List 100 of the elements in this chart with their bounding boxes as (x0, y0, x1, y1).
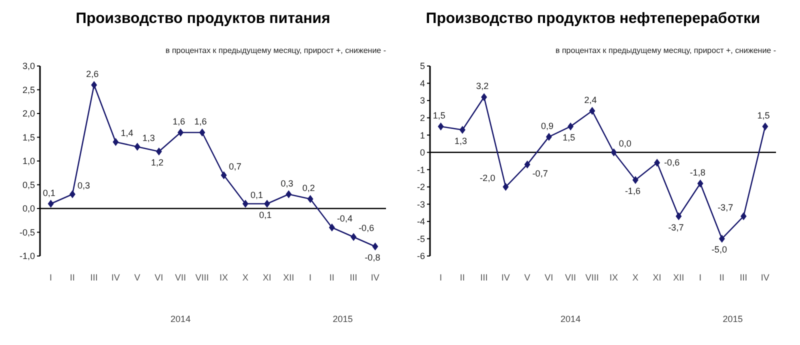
chart-subtitle: в процентах к предыдущему месяцу, прирост +, снижение - (556, 46, 776, 55)
point (546, 132, 552, 141)
point (69, 190, 76, 198)
data-label: 1,5 (432, 110, 446, 120)
point (502, 182, 509, 191)
y-tick-label: -4 (416, 216, 425, 227)
data-label: 1,5 (757, 110, 770, 120)
point (220, 171, 227, 180)
data-label: 0,1 (250, 190, 263, 200)
y-tick-label: 5 (420, 61, 425, 72)
x-tick-label: I (309, 272, 312, 282)
text: 2014 (170, 314, 192, 324)
point (91, 81, 98, 89)
x-tick-label: VII (175, 272, 186, 282)
x-tick-label: III (350, 272, 358, 282)
text: 2015 (332, 314, 354, 324)
x-tick-label: I (699, 272, 702, 282)
point (481, 93, 488, 102)
y-tick-label: -5 (416, 234, 425, 244)
point (676, 212, 682, 220)
data-label: 1,6 (194, 116, 207, 126)
x-tick-label: V (134, 272, 140, 282)
point (199, 128, 206, 136)
x-tick-label: III (90, 272, 98, 282)
y-tick-label: 2,5 (22, 84, 35, 95)
data-label: 1,4 (120, 128, 134, 138)
data-label: -2,0 (480, 172, 496, 183)
point (524, 160, 530, 168)
data-label: -1,8 (690, 167, 706, 178)
x-tick-label: IV (370, 272, 380, 282)
x-tick-label: XII (673, 272, 684, 282)
point (762, 122, 768, 130)
x-tick-label: II (719, 272, 724, 282)
point (589, 106, 596, 115)
data-label: -1,6 (624, 186, 640, 196)
x-tick-label: X (242, 272, 248, 282)
x-tick-label: X (632, 272, 638, 282)
y-tick-label: 0 (420, 148, 425, 158)
point (156, 148, 162, 156)
y-tick-label: 2 (420, 113, 425, 124)
data-label: -0,8 (364, 252, 380, 262)
data-label: -0,7 (532, 168, 548, 178)
point (610, 148, 617, 156)
y-tick-label: 1,5 (22, 132, 35, 142)
x-tick-label: IX (610, 272, 618, 282)
point (264, 200, 270, 208)
data-label: 0,3 (280, 178, 294, 188)
y-tick-label: 3 (420, 96, 425, 106)
y-tick-label: 0,0 (22, 204, 35, 214)
x-tick-label: IX (220, 272, 228, 282)
data-label: 0,1 (259, 210, 272, 220)
x-tick-label: III (740, 272, 748, 282)
data-label: 2,6 (86, 69, 99, 79)
data-label: 1,6 (172, 116, 186, 126)
y-tick-label: 4 (420, 78, 425, 88)
data-label: 0,1 (42, 188, 56, 198)
data-label: 1,3 (454, 136, 467, 146)
y-tick-label: 3,0 (22, 61, 35, 72)
x-tick-label: II (329, 272, 334, 282)
y-tick-label: -1 (416, 164, 425, 175)
point (350, 233, 357, 241)
text: 2014 (560, 314, 582, 324)
x-tick-label: IV (760, 272, 770, 282)
x-tick-label: VI (154, 272, 164, 282)
y-tick-label: -6 (416, 251, 425, 262)
chart-title: Производство продуктов питания (74, 10, 332, 27)
data-label: 0,7 (228, 161, 242, 172)
data-label: 0,0 (618, 138, 632, 148)
data-label: 0,2 (302, 183, 315, 193)
data-label: 0,3 (77, 180, 90, 190)
x-tick-label: V (524, 272, 530, 282)
data-label: -0,6 (664, 158, 680, 168)
point (134, 142, 140, 151)
data-label: 2,4 (584, 94, 597, 105)
data-label: 1,5 (562, 132, 576, 142)
y-tick-label: 1 (420, 130, 425, 140)
point (438, 122, 444, 130)
x-tick-label: IV (501, 272, 510, 282)
point (286, 190, 292, 198)
chart-subtitle: в процентах к предыдущему месяцу, прирост +, снижение - (166, 46, 386, 55)
point (307, 195, 314, 203)
x-tick-label: VIII (585, 272, 599, 282)
data-label: -0,6 (358, 223, 374, 233)
x-tick-label: I (50, 272, 52, 282)
x-tick-label: IV (111, 272, 120, 282)
data-label: 1,3 (142, 132, 155, 143)
data-label: -3,7 (718, 202, 734, 212)
x-tick-label: VII (565, 272, 576, 282)
point (372, 242, 378, 250)
y-tick-label: -2 (416, 182, 425, 192)
point (568, 122, 574, 130)
point (632, 176, 638, 184)
x-tick-label: III (480, 272, 488, 282)
data-label: 1,2 (150, 158, 164, 168)
y-tick-label: 0,5 (22, 180, 35, 190)
data-label: -3,7 (668, 222, 684, 232)
x-tick-label: VI (544, 272, 554, 282)
point (242, 200, 248, 208)
y-tick-label: -0,5 (19, 227, 35, 238)
point (48, 200, 54, 208)
